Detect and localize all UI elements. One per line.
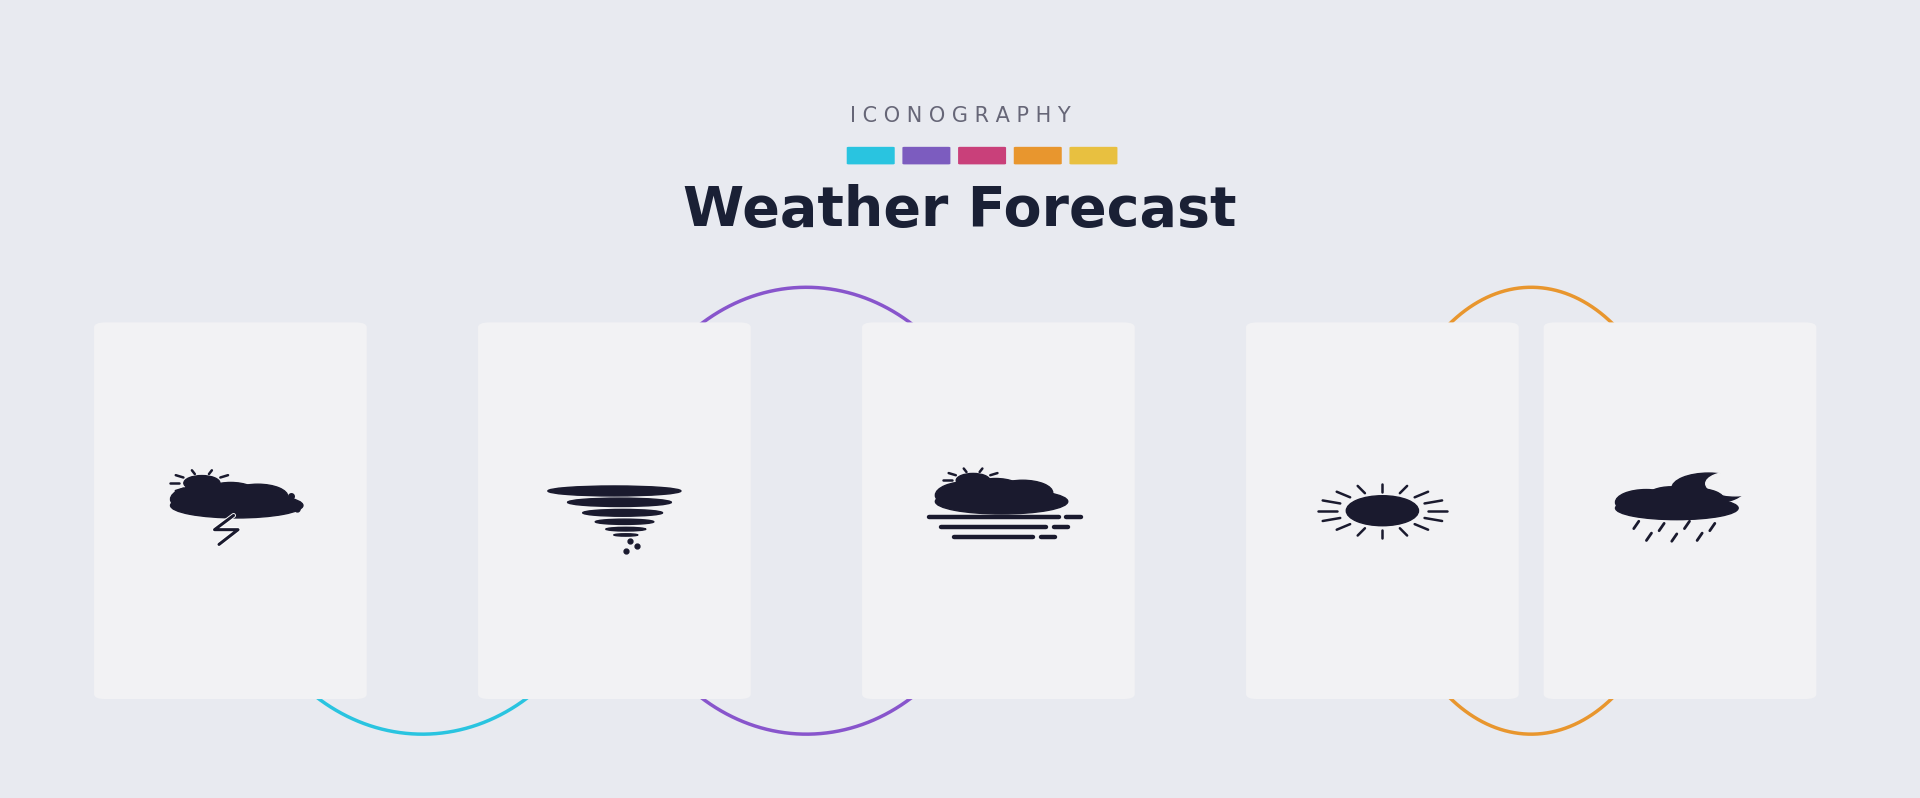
Ellipse shape — [171, 493, 303, 518]
Circle shape — [171, 485, 236, 513]
FancyBboxPatch shape — [958, 147, 1006, 164]
FancyBboxPatch shape — [862, 322, 1135, 699]
Circle shape — [1705, 472, 1764, 496]
FancyBboxPatch shape — [1069, 147, 1117, 164]
Circle shape — [228, 484, 288, 509]
Ellipse shape — [614, 534, 637, 536]
Circle shape — [1346, 496, 1419, 526]
Circle shape — [993, 480, 1052, 505]
Circle shape — [1668, 488, 1724, 512]
Ellipse shape — [935, 489, 1068, 514]
Circle shape — [1647, 487, 1695, 508]
FancyBboxPatch shape — [847, 147, 895, 164]
Circle shape — [204, 483, 257, 504]
Text: Weather Forecast: Weather Forecast — [684, 184, 1236, 239]
FancyBboxPatch shape — [478, 322, 751, 699]
Ellipse shape — [568, 498, 672, 507]
Ellipse shape — [607, 527, 645, 531]
Circle shape — [1615, 489, 1676, 515]
Text: I C O N O G R A P H Y: I C O N O G R A P H Y — [851, 105, 1069, 126]
FancyBboxPatch shape — [94, 322, 367, 699]
Ellipse shape — [547, 486, 682, 496]
Ellipse shape — [584, 509, 662, 516]
Circle shape — [935, 481, 1002, 509]
Ellipse shape — [1615, 496, 1738, 519]
FancyBboxPatch shape — [1014, 147, 1062, 164]
Ellipse shape — [595, 519, 655, 524]
Circle shape — [1672, 473, 1745, 504]
Circle shape — [184, 476, 221, 491]
FancyBboxPatch shape — [1246, 322, 1519, 699]
Circle shape — [970, 479, 1021, 500]
FancyBboxPatch shape — [902, 147, 950, 164]
Circle shape — [956, 473, 991, 488]
FancyBboxPatch shape — [1544, 322, 1816, 699]
